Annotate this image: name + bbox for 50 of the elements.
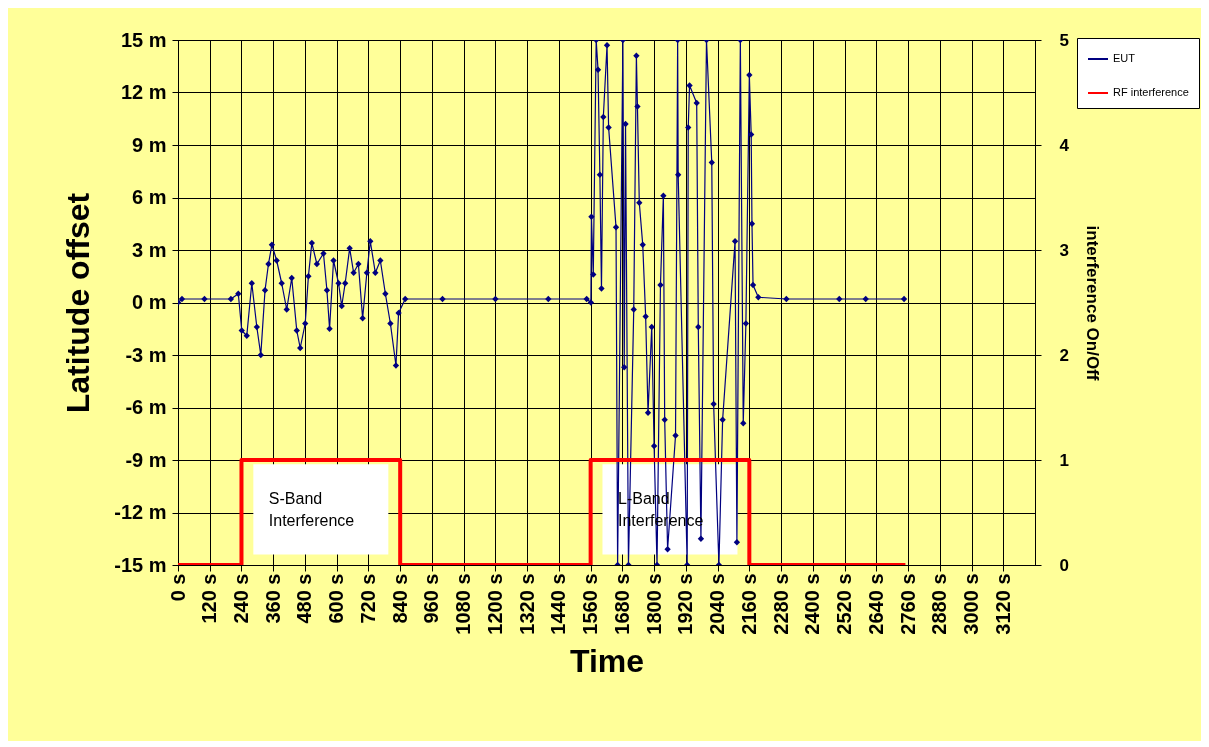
y-tick-label: 15 m <box>120 28 167 51</box>
y-tick-label: 12 m <box>120 81 167 103</box>
x-tick-label: 1560 s <box>579 573 602 635</box>
x-tick-label: 360 s <box>261 573 284 624</box>
y2-axis-title: interference On/Off <box>1082 225 1102 381</box>
x-tick-label: 120 s <box>198 573 221 624</box>
legend-label: EUT <box>1113 52 1136 64</box>
x-tick-label: 600 s <box>325 573 348 624</box>
y2-tick-label: 1 <box>1059 450 1069 470</box>
y-tick-label: 9 m <box>132 133 167 156</box>
x-tick-label: 2040 s <box>706 573 729 635</box>
x-tick-label: 2160 s <box>737 573 760 635</box>
x-tick-label: 1080 s <box>452 573 475 635</box>
x-tick-label: 840 s <box>388 573 411 624</box>
x-tick-label: 1440 s <box>547 573 570 635</box>
x-tick-label: 240 s <box>229 573 252 624</box>
y2-tick-label: 5 <box>1059 30 1069 50</box>
y2-tick-label: 0 <box>1059 555 1069 575</box>
annotation: S-Band Interference <box>268 490 355 530</box>
y-tick-label: -3 m <box>125 343 167 366</box>
x-tick-label: 480 s <box>293 573 316 624</box>
x-tick-label: 3120 s <box>991 573 1014 635</box>
x-tick-label: 2520 s <box>833 573 856 635</box>
y-tick-label: -9 m <box>125 448 167 471</box>
x-tick-label: 2640 s <box>864 573 887 635</box>
x-axis-title: Time <box>569 642 645 679</box>
x-tick-label: 1680 s <box>610 573 633 635</box>
x-tick-label: 1320 s <box>515 573 538 635</box>
x-tick-label: 1920 s <box>674 573 697 635</box>
y-tick-label: -6 m <box>125 396 167 418</box>
y-tick-label: -12 m <box>114 501 167 523</box>
x-tick-label: 0 s <box>166 573 189 602</box>
y-tick-label: -15 m <box>114 553 167 576</box>
x-tick-label: 1800 s <box>642 573 665 635</box>
x-tick-label: 720 s <box>356 573 379 624</box>
x-tick-label: 3000 s <box>960 573 983 635</box>
x-tick-label: 2400 s <box>801 573 824 635</box>
x-tick-label: 2760 s <box>896 573 919 635</box>
x-tick-label: 2280 s <box>769 573 792 635</box>
x-tick-label: 960 s <box>420 573 443 624</box>
x-tick-label: 2880 s <box>928 573 951 635</box>
y2-tick-label: 4 <box>1059 135 1070 155</box>
y-axis-title: Latitude offset <box>60 192 97 414</box>
x-tick-label: 1200 s <box>483 573 506 635</box>
y2-tick-label: 2 <box>1059 345 1069 365</box>
y-tick-label: 3 m <box>132 238 167 261</box>
y-tick-label: 6 m <box>132 186 167 208</box>
y2-tick-label: 3 <box>1059 240 1069 260</box>
y-tick-label: 0 m <box>132 291 167 313</box>
legend-label: RF interference <box>1113 86 1189 98</box>
